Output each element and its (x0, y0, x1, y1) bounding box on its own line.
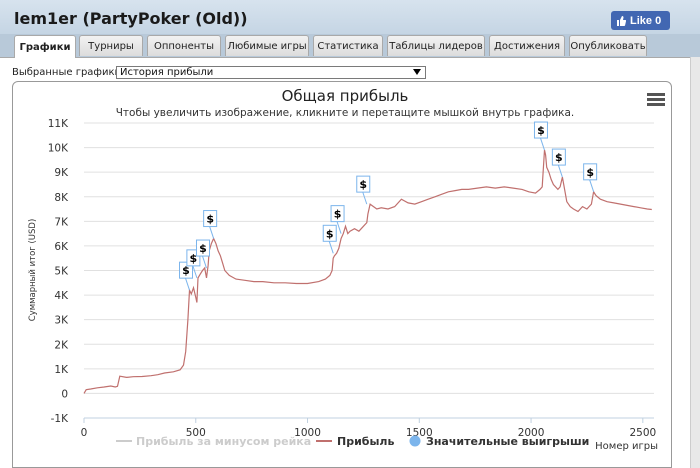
flag-label: $ (537, 124, 545, 137)
legend-item-net-profit[interactable]: Прибыль за минусом рейка (116, 435, 311, 448)
y-tick-label: 7K (54, 216, 69, 228)
significant-win-flag[interactable]: $ (583, 163, 598, 192)
y-tick-label: 3K (54, 315, 69, 327)
facebook-like-button[interactable]: Like 0 (611, 11, 670, 30)
flag-label: $ (586, 166, 594, 179)
significant-win-flag[interactable]: $ (551, 148, 566, 178)
significant-win-flag[interactable]: $ (356, 175, 371, 205)
chart-selector-label: Выбранные графики: (12, 67, 125, 78)
y-tick-label: 9K (54, 167, 69, 179)
significant-win-flag[interactable]: $ (195, 239, 210, 269)
chart-subtitle: Чтобы увеличить изображение, кликните и … (115, 107, 575, 119)
svg-text:Значительные выигрыши: Значительные выигрыши (426, 435, 589, 448)
y-tick-label: 4K (54, 290, 69, 302)
flag-label: $ (206, 213, 214, 226)
tab-achievements[interactable]: Достижения (489, 35, 565, 56)
significant-wins-flags: $$$$$$$$$$ (179, 121, 598, 291)
flag-label: $ (190, 252, 198, 265)
tab-publish[interactable]: Опубликовать (569, 35, 647, 56)
flag-label: $ (326, 227, 334, 240)
vertical-scrollbar[interactable] (690, 57, 700, 468)
x-tick-label: 2000 (518, 427, 545, 439)
tab-favorite-games[interactable]: Любимые игры (225, 35, 309, 56)
x-axis-ticks: 0 500 1000 1500 2000 2500 (81, 417, 656, 439)
x-tick-label: 1500 (406, 427, 433, 439)
chart-grid (84, 122, 654, 419)
significant-win-flag[interactable]: $ (330, 205, 345, 234)
y-tick-label: 6K (54, 241, 69, 253)
y-tick-label: 2K (54, 339, 69, 351)
chart-legend: Прибыль за минусом рейка Прибыль Значитель… (116, 435, 589, 448)
x-tick-label: 500 (186, 427, 206, 439)
chart-container[interactable] (12, 81, 672, 468)
y-tick-label: 1K (54, 364, 69, 376)
flag-label: $ (334, 208, 342, 221)
x-axis-label: Номер игры (595, 441, 658, 452)
significant-win-flag[interactable]: $ (533, 121, 548, 151)
tab-statistics[interactable]: Статистика (313, 35, 383, 56)
significant-win-flag[interactable]: $ (203, 210, 218, 239)
profit-series-line (83, 149, 652, 394)
dropdown-arrow-icon (413, 69, 421, 75)
y-tick-label: 11K (48, 118, 69, 130)
y-tick-label: 8K (54, 192, 69, 204)
tab-charts[interactable]: Графики (14, 35, 76, 58)
svg-text:Прибыль: Прибыль (337, 435, 394, 448)
x-tick-label: 1000 (294, 427, 321, 439)
chart-selector-value: История прибыли (120, 67, 214, 78)
chart-series (83, 149, 652, 394)
thumbs-up-icon (617, 15, 626, 26)
y-tick-label: 5K (54, 266, 69, 278)
x-tick-label: 2500 (629, 427, 656, 439)
y-axis-label: Суммарный итог (USD) (28, 219, 38, 322)
significant-win-flag[interactable]: $ (322, 224, 337, 254)
chart-selector-dropdown[interactable]: История прибыли (116, 66, 426, 79)
legend-item-profit[interactable]: Прибыль (316, 435, 394, 448)
flag-label: $ (359, 178, 367, 191)
tab-tournaments[interactable]: Турниры (79, 35, 143, 56)
tab-leaderboards[interactable]: Таблицы лидеров (387, 35, 485, 56)
svg-text:Прибыль за минусом рейка: Прибыль за минусом рейка (136, 435, 311, 448)
tab-bar: Графики Турниры Оппоненты Любимые игры С… (14, 35, 700, 58)
like-button-label: Like 0 (630, 14, 662, 27)
chart-context-menu-button[interactable] (647, 93, 665, 107)
chart-title: Общая прибыль (281, 87, 409, 105)
flag-label: $ (182, 264, 190, 277)
flag-label: $ (199, 242, 207, 255)
y-axis-ticks: -1K 0 1K 2K 3K 4K 5K 6K 7K 8K 9K 10K 11K (48, 118, 69, 425)
app-title: lem1er (PartyPoker (Old)) (14, 9, 248, 28)
legend-item-significant-wins[interactable]: Значительные выигрыши (409, 435, 590, 448)
tab-opponents[interactable]: Оппоненты (147, 35, 221, 56)
y-tick-label: 10K (48, 143, 69, 155)
flag-label: $ (555, 151, 563, 164)
hamburger-icon (647, 93, 665, 96)
window-titlebar: lem1er (PartyPoker (Old)) Like 0 (0, 0, 700, 34)
y-tick-label: -1K (51, 413, 69, 425)
x-tick-label: 0 (81, 427, 88, 439)
y-tick-label: 0 (61, 388, 68, 400)
